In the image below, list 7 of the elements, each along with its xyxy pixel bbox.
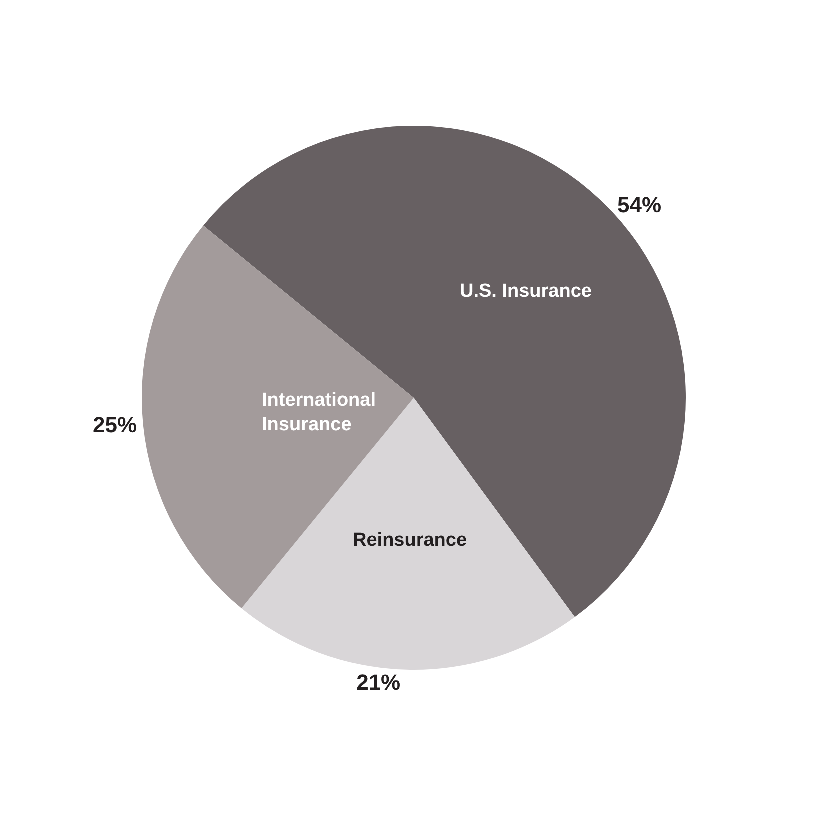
slice-label: International Insurance xyxy=(262,390,376,436)
data-label: 54% xyxy=(618,192,662,218)
data-label: 21% xyxy=(356,670,401,695)
data-label: 25% xyxy=(93,412,138,438)
slice-label: Reinsurance xyxy=(353,530,468,551)
slice-label: U.S. Insurance xyxy=(460,281,592,302)
pie-slice xyxy=(204,126,686,618)
